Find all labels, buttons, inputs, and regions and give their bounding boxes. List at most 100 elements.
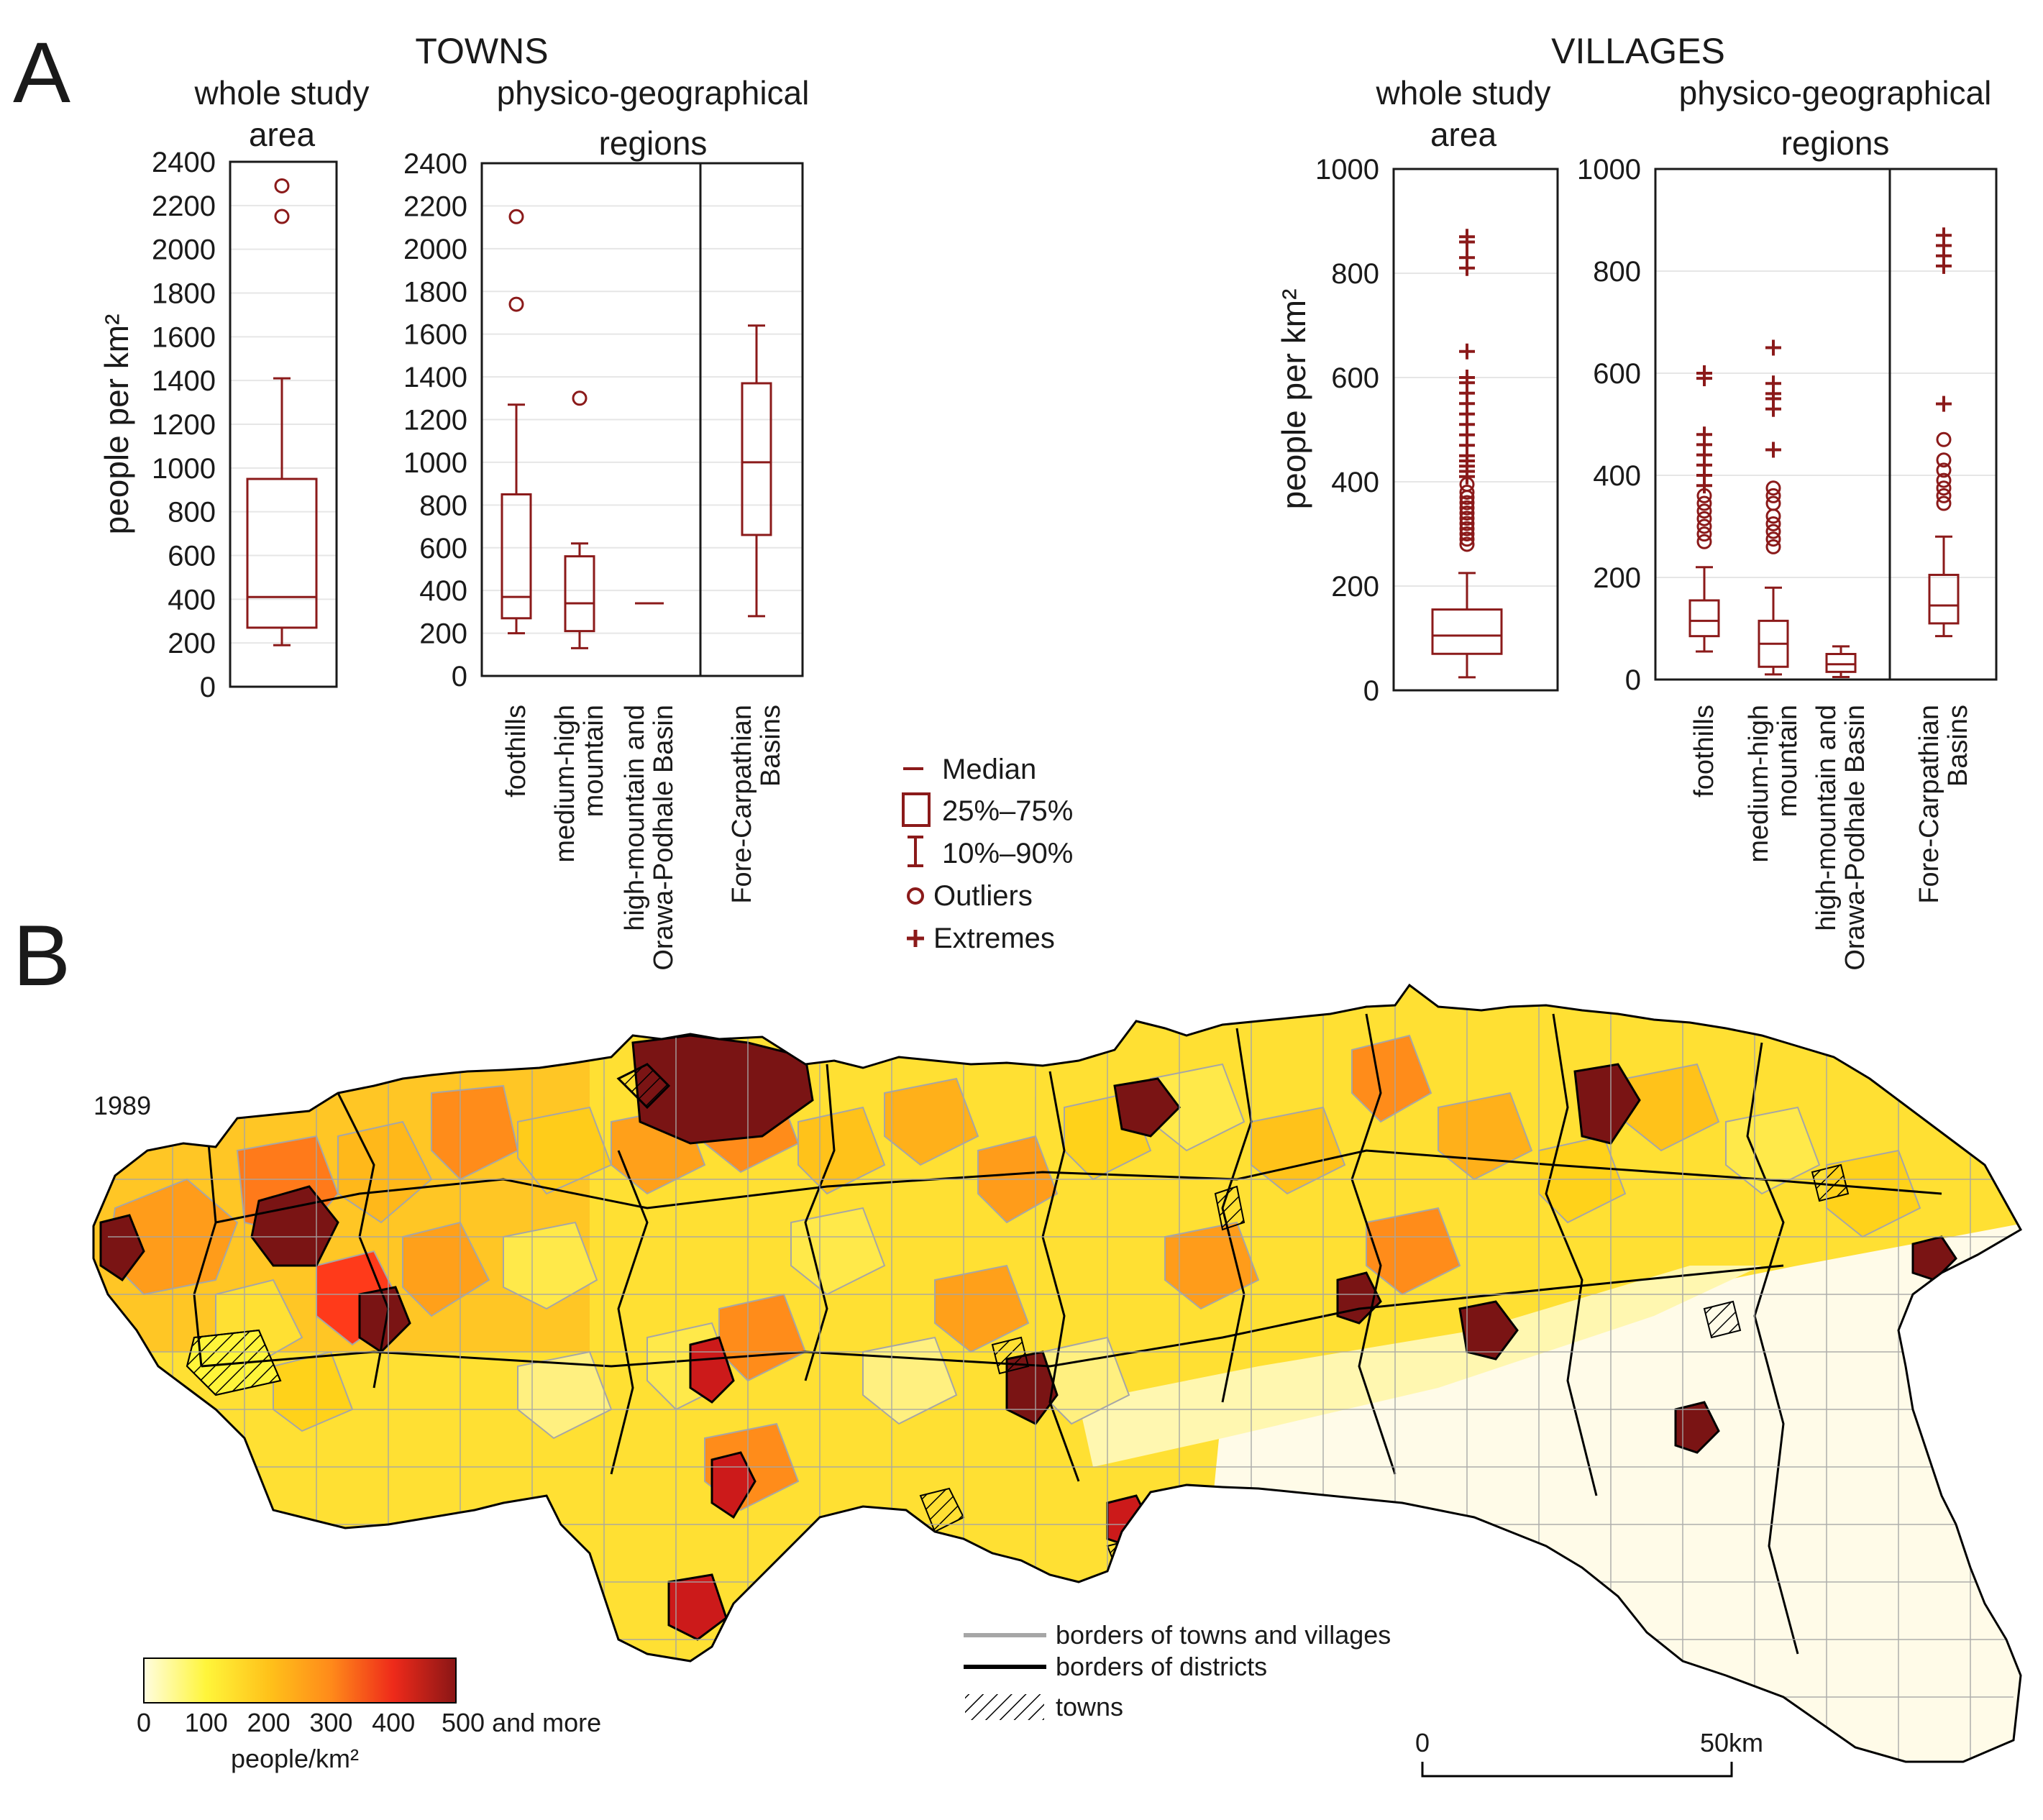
outlier-point <box>1765 508 1781 524</box>
y-tick-label: 2000 <box>403 234 467 265</box>
panel-b-letter: B <box>13 907 70 1004</box>
outlier-point <box>1936 431 1952 447</box>
outlier-point <box>1459 526 1475 541</box>
legend-box-symbol <box>902 792 931 827</box>
y-tick-label: 1000 <box>1577 154 1641 186</box>
region-label: mountain <box>579 705 609 817</box>
colorbar-ticks: 0 100 200 300 400 500 and more <box>137 1708 601 1737</box>
region-label: mountain <box>1773 705 1803 817</box>
scale-zero-label: 0 <box>1415 1728 1430 1757</box>
region-label: medium-high <box>1744 705 1774 863</box>
y-tick-label: 1000 <box>403 447 467 479</box>
map-zone-east-mid <box>1079 1266 1762 1467</box>
extreme-point <box>1459 229 1475 245</box>
boxplot-legend: Median 25%–75% 10%–90% Outliers Extremes <box>902 754 1073 954</box>
y-tick-label: 2000 <box>152 234 216 266</box>
y-tick-label: 1400 <box>152 365 216 397</box>
plot-frame <box>1392 168 1559 692</box>
outlier-point <box>1696 518 1712 534</box>
outlier-point <box>1765 523 1781 539</box>
colorbar-tick-label: 500 and more <box>442 1708 601 1737</box>
y-tick-label: 600 <box>1593 358 1641 390</box>
y-tick-label: 800 <box>1593 256 1641 288</box>
y-tick-label: 200 <box>1331 571 1379 603</box>
y-tick-label: 200 <box>419 618 467 650</box>
boxplot-panel-2: 0 200 400 600 800 1000 1200 1400 1600 1800 2000 220… <box>403 148 804 692</box>
towns-regions-title-2: regions <box>599 124 708 162</box>
outlier-point <box>1696 534 1712 549</box>
y-tick-label: 400 <box>168 584 216 616</box>
outlier-point <box>1459 506 1475 521</box>
legend-whisker-symbol <box>908 836 923 867</box>
map-year-label: 1989 <box>93 1091 151 1120</box>
outlier-point <box>1765 495 1781 511</box>
extreme-point <box>1696 426 1712 443</box>
outlier-point <box>1936 480 1952 496</box>
legend-towns-hatch <box>965 1694 1044 1720</box>
box-medium-high-mountain <box>564 390 595 649</box>
box-high-mountain-and-orawa-podhale-basin <box>1825 645 1857 678</box>
plot-frame <box>1654 168 1998 681</box>
iqr-box <box>1825 653 1857 673</box>
outlier-point <box>1459 500 1475 516</box>
outlier-point <box>1936 462 1952 478</box>
outlier-point <box>1765 480 1781 496</box>
y-tick-label: 200 <box>168 628 216 659</box>
iqr-box <box>501 493 532 620</box>
colorbar-tick-label: 100 <box>185 1708 228 1737</box>
y-tick-label: 600 <box>168 541 216 572</box>
boxplot-panel-3: 0 200 400 600 800 1000 <box>1315 154 1559 707</box>
y-tick-label: 1000 <box>1315 154 1379 186</box>
outlier-point <box>1696 511 1712 526</box>
panel-a-letter: A <box>13 24 70 121</box>
outlier-point <box>1459 511 1475 526</box>
villages-regions-title-2: regions <box>1781 124 1890 162</box>
extreme-point <box>1459 250 1475 266</box>
y-tick-label: 1200 <box>152 409 216 441</box>
outlier-point <box>572 390 588 406</box>
region-label: Basins <box>756 705 786 787</box>
colorbar-unit-label: people/km² <box>231 1744 359 1773</box>
box-fore-carpathian-basins <box>1928 227 1960 638</box>
outlier-point <box>1936 452 1952 468</box>
legend-extreme-symbol <box>907 930 924 947</box>
villages-regions-title-1: physico-geographical <box>1679 74 1992 111</box>
region-label: high-mountain and <box>1811 705 1842 931</box>
towns-y-axis-label: people per km² <box>98 314 135 535</box>
colorbar-gradient <box>143 1657 457 1704</box>
y-tick-label: 0 <box>452 661 467 692</box>
y-tick-label: 200 <box>1593 562 1641 594</box>
box-plots: 0200400600800100012001400160018002000220… <box>152 147 1998 707</box>
outlier-point <box>1459 531 1475 547</box>
y-tick-label: 800 <box>419 490 467 521</box>
y-tick-label: 2200 <box>403 191 467 222</box>
boxplot-panel-1: 0 200 400 600 800 1000 1200 1400 1600 1800 2000 220… <box>152 147 338 703</box>
y-tick-label: 1400 <box>403 362 467 393</box>
box-fore-carpathian-basins <box>741 324 772 618</box>
plot-frame <box>480 162 804 677</box>
villages-whole-title-1: whole study <box>1376 74 1551 111</box>
legend-box-label: 25%–75% <box>942 795 1073 827</box>
region-label: Orawa-Podhale Basin <box>1840 705 1870 971</box>
extreme-point <box>1765 339 1781 356</box>
outlier-point <box>508 209 524 224</box>
extreme-point <box>1459 370 1475 385</box>
outlier-point <box>1936 495 1952 511</box>
y-tick-label: 2400 <box>152 147 216 178</box>
villages-y-axis-label: people per km² <box>1275 289 1312 510</box>
colorbar-tick-label: 400 <box>372 1708 415 1737</box>
legend-outliers-label: Outliers <box>933 880 1033 912</box>
y-tick-label: 0 <box>200 672 216 703</box>
outlier-point <box>1459 495 1475 511</box>
region-label: foothills <box>1689 705 1719 797</box>
legend-median-label: Median <box>942 754 1036 785</box>
outlier-point <box>1936 488 1952 503</box>
outlier-point <box>1765 488 1781 503</box>
towns-whole-title-2: area <box>249 116 315 153</box>
y-tick-label: 0 <box>1363 675 1379 707</box>
y-tick-label: 600 <box>1331 362 1379 394</box>
outlier-point <box>1936 472 1952 488</box>
box-medium-high-mountain <box>1758 339 1789 676</box>
iqr-box <box>246 477 318 629</box>
